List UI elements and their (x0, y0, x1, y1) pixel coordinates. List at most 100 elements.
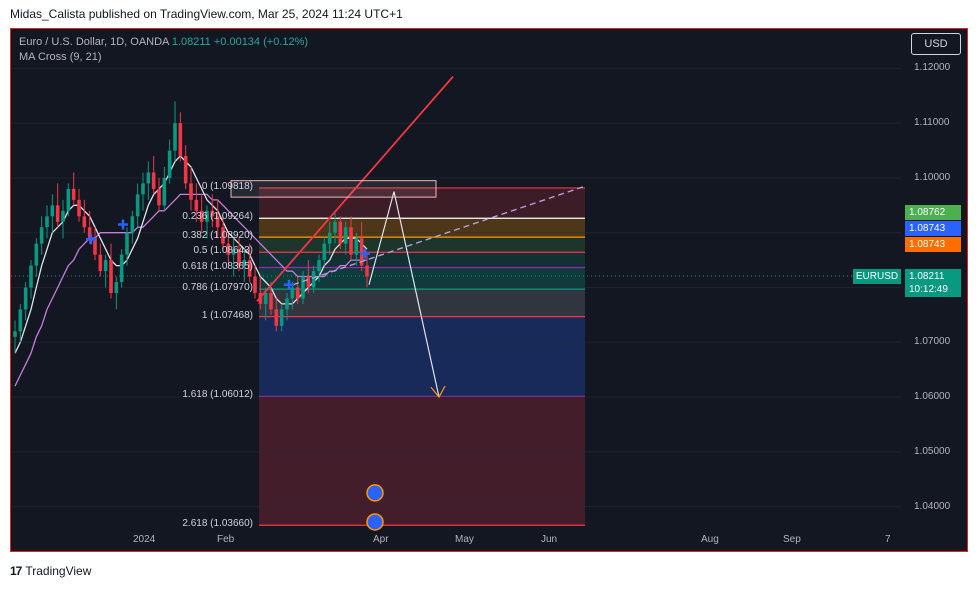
projection-path (368, 191, 440, 398)
candle-body (311, 271, 316, 288)
candle-body (114, 282, 119, 293)
candle-body (210, 210, 215, 217)
price-tag: 10:12:49 (905, 282, 961, 297)
time-axis-tick: 7 (885, 534, 891, 545)
time-axis-tick: Feb (217, 534, 235, 545)
price-axis-tick: 1.05000 (914, 445, 951, 457)
candle-body (333, 221, 337, 233)
candle-body (253, 276, 257, 293)
fib-zone (259, 267, 585, 290)
time-axis-tick: Jun (541, 534, 558, 545)
price-change: +0.00134 (+0.12%) (213, 36, 309, 48)
fib-level-label: 0.618 (1.08365) (182, 260, 253, 272)
time-axis-tick: Sep (783, 534, 801, 545)
candle-body (18, 309, 23, 332)
candle-body (151, 172, 156, 189)
candle-body (93, 238, 97, 255)
candle-body (295, 287, 300, 299)
candle-body (365, 265, 369, 277)
candle-body (274, 309, 279, 326)
candle-body (125, 232, 129, 255)
symbol-title[interactable]: Euro / U.S. Dollar, 1D, OANDA (19, 36, 169, 48)
price-axis-tick: 1.12000 (914, 62, 951, 74)
candle-body (183, 156, 188, 184)
indicator-legend[interactable]: MA Cross (9, 21) (19, 51, 102, 63)
dashed-trend-line (292, 185, 586, 286)
candle-body (103, 260, 108, 272)
chart-legend: Euro / U.S. Dollar, 1D, OANDA 1.08211 +0… (19, 35, 308, 65)
projection-arrow-head (430, 385, 446, 399)
candle-body (199, 210, 204, 222)
candle-body (29, 265, 33, 288)
economic-event-icon (366, 484, 384, 502)
fib-zone (259, 218, 585, 238)
fib-level-label: 1 (1.07468) (201, 309, 253, 321)
last-price: 1.08211 (171, 36, 211, 48)
candle-body (34, 243, 39, 266)
currency-button[interactable]: USD (911, 33, 961, 55)
time-axis-tick: Apr (373, 534, 389, 545)
price-axis-tick: 1.06000 (914, 391, 951, 403)
candle-body (55, 205, 60, 222)
candle-body (359, 238, 364, 266)
price-tag: 1.08743 (905, 237, 961, 252)
candle-body (13, 331, 17, 337)
candle-body (82, 216, 87, 228)
candle-body (71, 188, 76, 200)
candle-body (50, 205, 55, 217)
price-chart[interactable] (11, 29, 968, 552)
fib-zone (259, 289, 585, 317)
time-axis-tick: Aug (701, 534, 719, 545)
fib-level-label: 0.5 (1.08643) (193, 245, 254, 257)
tradingview-logo[interactable]: 17 TradingView (10, 564, 91, 578)
candle-body (205, 210, 209, 222)
fib-level-label: 0.236 (1.09264) (182, 211, 253, 223)
candle-body (87, 227, 92, 239)
fib-level-label: 2.618 (1.03660) (182, 518, 253, 530)
tradingview-wordmark: TradingView (25, 564, 92, 578)
candle-body (317, 260, 321, 272)
candle-body (349, 227, 353, 255)
candle-body (77, 199, 81, 217)
candle-body (327, 232, 332, 244)
candle-body (242, 260, 247, 266)
candle-body (263, 292, 268, 304)
candle-body (157, 188, 161, 206)
price-axis-tick: 1.04000 (914, 500, 951, 512)
tradingview-icon: 17 (10, 564, 22, 578)
candle-body (61, 210, 65, 222)
candle-body (221, 227, 225, 244)
publish-info: Midas_Calista published on TradingView.c… (10, 7, 403, 21)
candle-body (173, 123, 177, 151)
candle-body (247, 260, 252, 277)
fib-level-label: 1.618 (1.06012) (182, 389, 253, 401)
candle-body (146, 172, 151, 184)
candle-body (301, 276, 305, 299)
candle-body (178, 123, 183, 157)
candle-body (285, 298, 289, 310)
fib-zone (259, 187, 585, 219)
price-tag: 1.08762 (905, 205, 961, 220)
candle-body (119, 254, 124, 283)
candle-body (322, 243, 327, 261)
candle-body (45, 216, 49, 228)
candle-body (338, 221, 343, 244)
fib-level-label: 0.382 (1.08920) (182, 230, 253, 242)
price-axis-tick: 1.11000 (914, 117, 950, 129)
candle-body (109, 260, 113, 293)
symbol-price-tag: EURUSD (853, 269, 901, 284)
candle-body (306, 276, 311, 288)
candle-body (290, 287, 295, 299)
economic-event-icon (366, 513, 384, 531)
candle-body (167, 150, 172, 178)
candle-body (98, 254, 103, 272)
fib-zone (259, 396, 585, 526)
price-tag: 1.08211 (905, 269, 961, 284)
time-axis-tick: May (455, 534, 474, 545)
candle-body (66, 188, 71, 211)
time-axis-tick: 2024 (133, 534, 156, 545)
candle-body (135, 194, 140, 217)
chart-panel[interactable]: Euro / U.S. Dollar, 1D, OANDA 1.08211 +0… (10, 28, 968, 552)
candle-body (215, 216, 220, 228)
candle-body (39, 227, 44, 244)
